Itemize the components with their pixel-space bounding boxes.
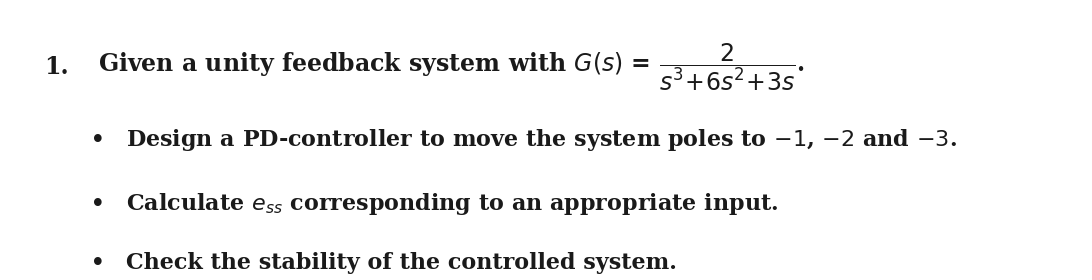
- Text: 1.: 1.: [44, 55, 69, 79]
- Text: •: •: [91, 251, 106, 276]
- Text: •: •: [91, 127, 106, 153]
- Text: Check the stability of the controlled system.: Check the stability of the controlled sy…: [126, 252, 676, 274]
- Text: Design a PD-controller to move the system poles to $-1$, $-2$ and $-3$.: Design a PD-controller to move the syste…: [126, 127, 957, 153]
- Text: Given a unity feedback system with $G(s)$ = $\dfrac{2}{s^3\!+\!6s^2\!+\!3s}$.: Given a unity feedback system with $G(s)…: [98, 41, 805, 93]
- Text: •: •: [91, 192, 106, 217]
- Text: Calculate $e_{ss}$ corresponding to an appropriate input.: Calculate $e_{ss}$ corresponding to an a…: [126, 192, 778, 217]
